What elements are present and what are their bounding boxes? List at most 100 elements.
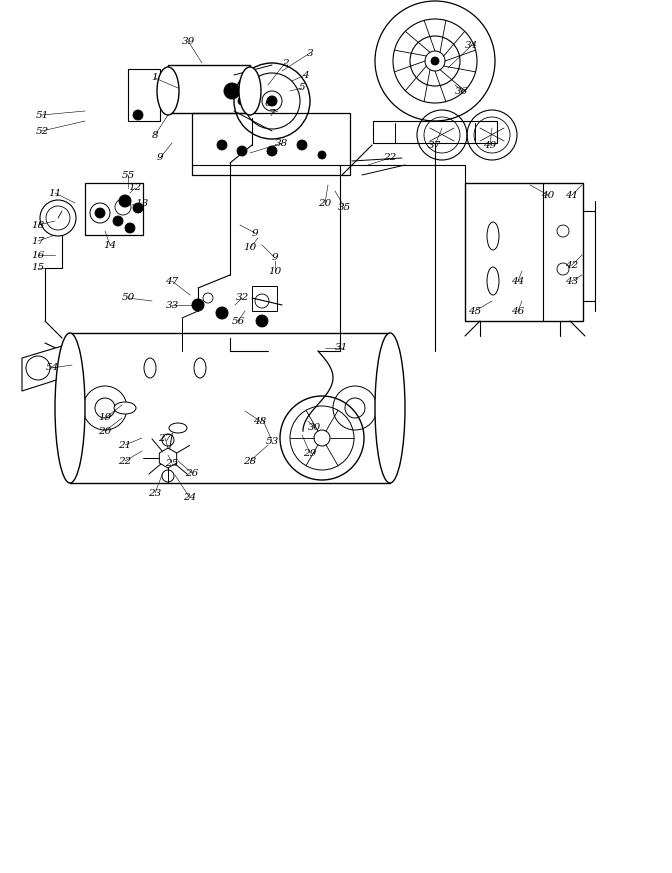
Text: 34: 34 <box>466 40 478 50</box>
Circle shape <box>133 203 143 213</box>
Text: 40: 40 <box>542 190 554 200</box>
Text: 38: 38 <box>276 139 289 148</box>
Circle shape <box>125 223 135 233</box>
Text: 10: 10 <box>243 244 257 252</box>
Text: 14: 14 <box>103 240 117 250</box>
Bar <box>128 69 160 121</box>
Text: 33: 33 <box>165 300 179 310</box>
Text: 54: 54 <box>46 363 58 373</box>
Circle shape <box>267 96 277 106</box>
Text: 45: 45 <box>468 306 482 315</box>
Circle shape <box>297 140 307 150</box>
Text: 19: 19 <box>98 414 112 423</box>
Text: 55: 55 <box>122 170 134 180</box>
Text: 9: 9 <box>252 229 258 237</box>
Text: 18: 18 <box>32 221 44 230</box>
Text: 56: 56 <box>231 317 245 326</box>
Circle shape <box>133 110 143 120</box>
Text: 13: 13 <box>135 198 149 208</box>
Text: 53: 53 <box>265 436 279 445</box>
Text: 31: 31 <box>335 343 349 353</box>
Text: 10: 10 <box>268 266 282 276</box>
Circle shape <box>224 83 240 99</box>
Text: 50: 50 <box>122 293 134 303</box>
Text: 12: 12 <box>128 183 142 193</box>
Text: 46: 46 <box>511 306 525 315</box>
Bar <box>192 113 350 175</box>
Text: 51: 51 <box>36 111 48 120</box>
Text: 35: 35 <box>339 203 351 212</box>
Text: 37: 37 <box>428 141 442 149</box>
Circle shape <box>256 315 268 327</box>
Circle shape <box>163 453 173 463</box>
Text: 2: 2 <box>282 58 288 67</box>
Bar <box>465 183 583 321</box>
Ellipse shape <box>194 358 206 378</box>
Text: 24: 24 <box>183 493 197 503</box>
Bar <box>85 183 143 235</box>
Text: 20: 20 <box>98 427 112 436</box>
Ellipse shape <box>114 402 136 414</box>
Text: 9: 9 <box>271 253 278 263</box>
Text: 39: 39 <box>181 37 195 45</box>
Ellipse shape <box>487 267 499 295</box>
Text: 21: 21 <box>118 441 132 450</box>
Text: 9: 9 <box>157 154 163 162</box>
Text: 4: 4 <box>302 71 308 79</box>
Ellipse shape <box>239 67 261 115</box>
Ellipse shape <box>375 333 405 483</box>
Text: 27: 27 <box>159 434 171 443</box>
Circle shape <box>318 151 326 159</box>
Circle shape <box>217 140 227 150</box>
Text: 23: 23 <box>149 489 162 498</box>
Circle shape <box>238 97 246 105</box>
Text: 15: 15 <box>32 264 44 272</box>
Text: 30: 30 <box>308 423 322 432</box>
Text: 44: 44 <box>511 277 525 285</box>
Text: 29: 29 <box>303 449 317 457</box>
Text: 42: 42 <box>565 260 579 270</box>
Circle shape <box>237 146 247 156</box>
Text: 32: 32 <box>235 293 249 303</box>
Circle shape <box>119 195 131 207</box>
Text: 48: 48 <box>253 416 267 425</box>
Polygon shape <box>22 343 72 391</box>
Text: 47: 47 <box>165 277 179 285</box>
Text: 41: 41 <box>565 190 579 200</box>
Text: 17: 17 <box>32 237 44 245</box>
Ellipse shape <box>487 222 499 250</box>
Text: 22: 22 <box>383 154 396 162</box>
Text: 6: 6 <box>265 99 271 107</box>
Bar <box>252 286 277 311</box>
Text: 7: 7 <box>269 108 276 118</box>
Text: 43: 43 <box>565 277 579 285</box>
Text: 26: 26 <box>185 469 199 478</box>
Circle shape <box>113 216 123 226</box>
Circle shape <box>267 146 277 156</box>
Circle shape <box>192 299 204 311</box>
Circle shape <box>216 307 228 319</box>
Bar <box>373 121 497 143</box>
Text: 11: 11 <box>48 189 62 197</box>
Ellipse shape <box>55 333 85 483</box>
Ellipse shape <box>169 423 187 433</box>
Text: 3: 3 <box>306 49 313 58</box>
Text: 28: 28 <box>243 457 257 465</box>
Ellipse shape <box>157 67 179 115</box>
Circle shape <box>431 57 439 65</box>
Circle shape <box>95 208 105 218</box>
Bar <box>70 333 390 483</box>
Text: 49: 49 <box>483 141 497 149</box>
Text: 16: 16 <box>32 251 44 259</box>
Bar <box>168 65 250 113</box>
Text: 52: 52 <box>36 127 48 135</box>
Polygon shape <box>159 448 177 468</box>
Text: 8: 8 <box>152 130 159 140</box>
Text: 20: 20 <box>319 198 331 208</box>
Text: 22: 22 <box>118 457 132 465</box>
Ellipse shape <box>144 358 156 378</box>
Text: 25: 25 <box>165 458 179 468</box>
Text: 36: 36 <box>456 86 468 95</box>
Text: 1: 1 <box>152 73 159 83</box>
Text: 5: 5 <box>298 84 305 93</box>
